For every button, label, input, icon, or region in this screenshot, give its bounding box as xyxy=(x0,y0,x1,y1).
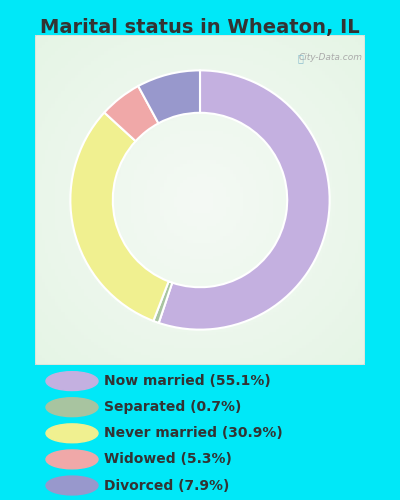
Text: Separated (0.7%): Separated (0.7%) xyxy=(104,400,241,414)
Circle shape xyxy=(46,372,98,390)
Text: ⓘ: ⓘ xyxy=(298,52,304,62)
Text: Widowed (5.3%): Widowed (5.3%) xyxy=(104,452,232,466)
Text: Never married (30.9%): Never married (30.9%) xyxy=(104,426,283,440)
Text: Divorced (7.9%): Divorced (7.9%) xyxy=(104,478,229,492)
Circle shape xyxy=(46,424,98,442)
Text: Now married (55.1%): Now married (55.1%) xyxy=(104,374,271,388)
Circle shape xyxy=(46,398,98,416)
Wedge shape xyxy=(104,86,158,141)
Wedge shape xyxy=(159,70,330,330)
Wedge shape xyxy=(70,112,169,321)
Text: Marital status in Wheaton, IL: Marital status in Wheaton, IL xyxy=(40,18,360,36)
Text: City-Data.com: City-Data.com xyxy=(299,52,363,62)
Wedge shape xyxy=(153,282,172,323)
Circle shape xyxy=(46,450,98,469)
Wedge shape xyxy=(138,70,200,124)
Circle shape xyxy=(46,476,98,495)
